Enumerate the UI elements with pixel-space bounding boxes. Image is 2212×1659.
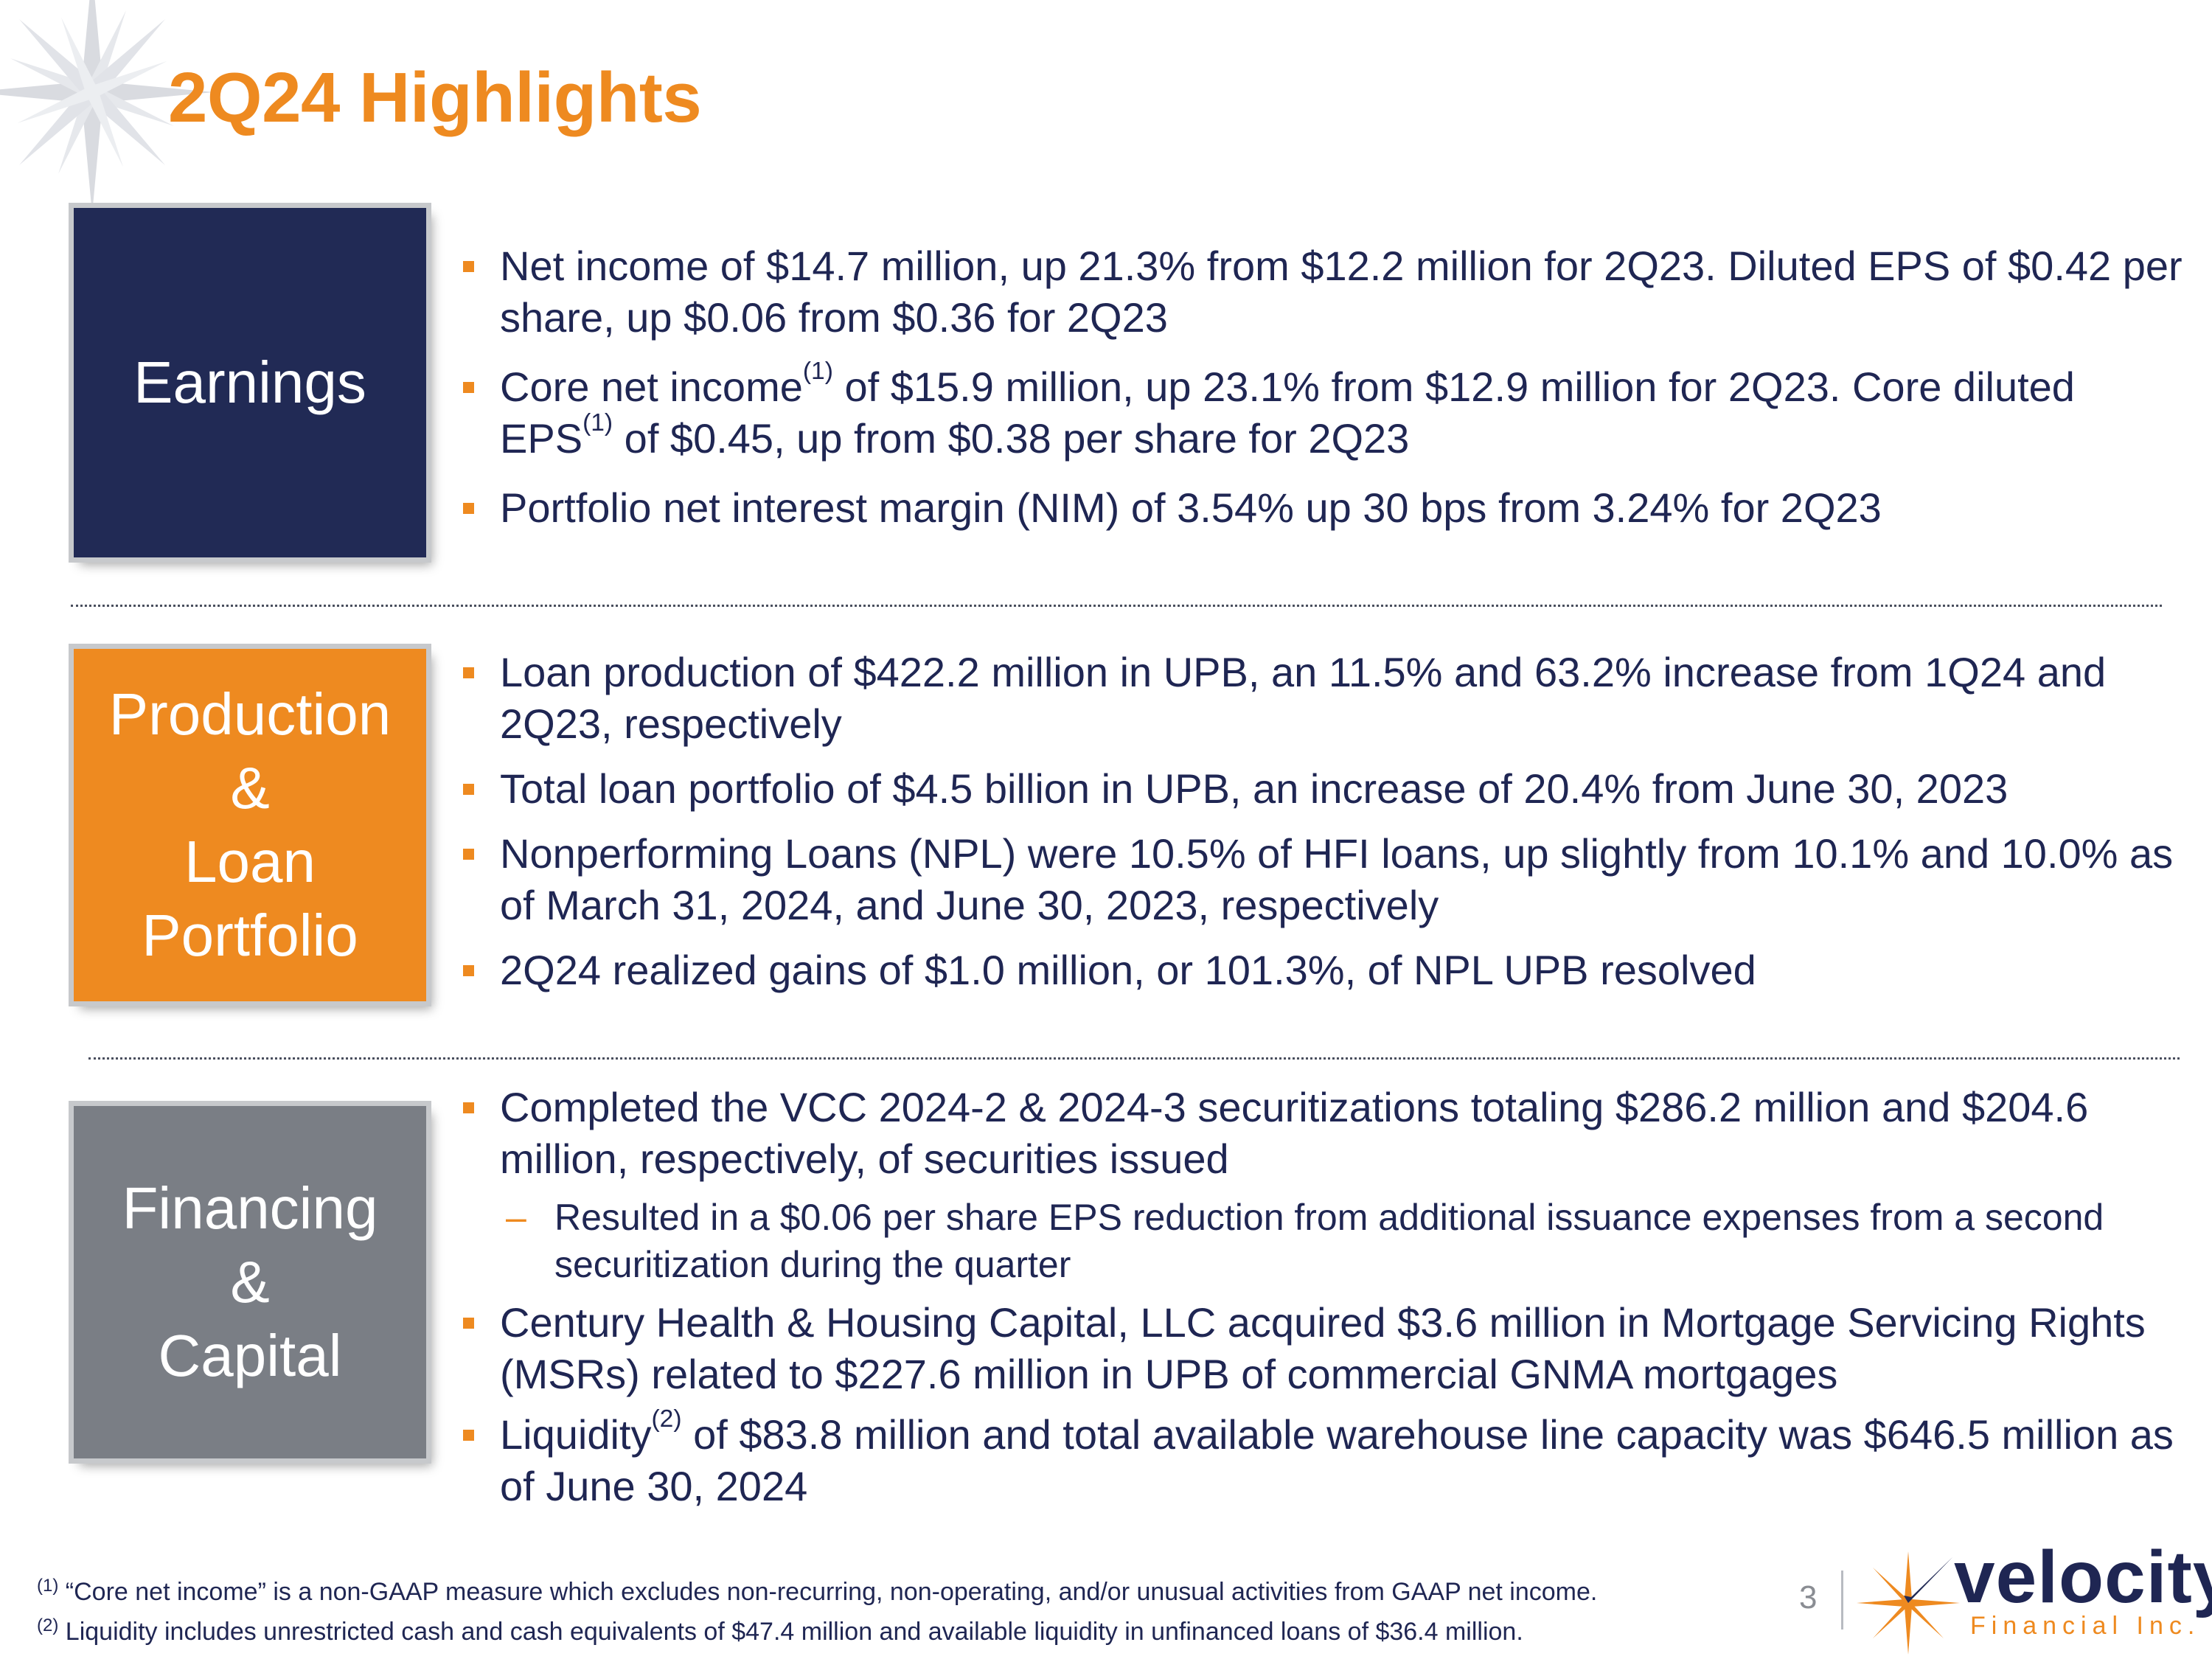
section-divider bbox=[71, 605, 2162, 607]
section-label-line: Production bbox=[108, 681, 392, 747]
list-item: Century Health & Housing Capital, LLC ac… bbox=[460, 1297, 2197, 1400]
list-item: Nonperforming Loans (NPL) were 10.5% of … bbox=[460, 828, 2197, 931]
page-number: 3 bbox=[1799, 1579, 1818, 1615]
logo-wordmark: velocity bbox=[1954, 1536, 2212, 1618]
velocity-star-icon bbox=[1857, 1551, 1960, 1655]
earnings-bullet-list: Net income of $14.7 million, up 21.3% fr… bbox=[460, 240, 2197, 534]
footnote-ref: (1) bbox=[582, 408, 613, 437]
financing-label-box: Financing & Capital bbox=[74, 1106, 426, 1458]
section-label-line: Loan bbox=[184, 829, 316, 894]
list-item: Core net income(1) of $15.9 million, up … bbox=[460, 357, 2197, 465]
section-label-line: & bbox=[230, 1249, 270, 1315]
dash-marker: – bbox=[506, 1197, 526, 1238]
section-label-line: Earnings bbox=[133, 349, 366, 415]
list-item: Completed the VCC 2024-2 & 2024-3 securi… bbox=[460, 1082, 2197, 1185]
footnote-ref: (2) bbox=[651, 1405, 682, 1433]
section-label-line: Capital bbox=[158, 1323, 342, 1388]
section-label-line: Financing bbox=[122, 1175, 378, 1241]
logo-tagline: Financial Inc. bbox=[1970, 1612, 2201, 1640]
earnings-label-box: Earnings bbox=[74, 208, 426, 557]
section-label-line: & bbox=[230, 755, 270, 821]
footnote: (1) “Core net income” is a non-GAAP meas… bbox=[37, 1576, 1598, 1607]
list-item: Liquidity(2) of $83.8 million and total … bbox=[460, 1406, 2197, 1512]
production-label-box: Production & Loan Portfolio bbox=[74, 649, 426, 1001]
footnotes: (1) “Core net income” is a non-GAAP meas… bbox=[37, 1572, 1597, 1652]
footnote: (2) Liquidity includes unrestricted cash… bbox=[37, 1615, 1523, 1646]
compass-star-icon bbox=[0, 0, 214, 214]
list-item: Loan production of $422.2 million in UPB… bbox=[460, 647, 2197, 750]
section-divider bbox=[88, 1057, 2180, 1060]
financing-bullet-list: Completed the VCC 2024-2 & 2024-3 securi… bbox=[460, 1082, 2197, 1512]
list-item: Total loan portfolio of $4.5 billion in … bbox=[460, 763, 2197, 815]
sub-list-item: – Resulted in a $0.06 per share EPS reduc… bbox=[460, 1194, 2197, 1288]
section-label-line: Portfolio bbox=[142, 902, 358, 968]
slide-title: 2Q24 Highlights bbox=[168, 58, 702, 137]
list-item: 2Q24 realized gains of $1.0 million, or … bbox=[460, 945, 2197, 996]
list-item: Net income of $14.7 million, up 21.3% fr… bbox=[460, 240, 2197, 344]
list-item: Portfolio net interest margin (NIM) of 3… bbox=[460, 482, 2197, 534]
production-bullet-list: Loan production of $422.2 million in UPB… bbox=[460, 647, 2197, 996]
footnote-ref: (1) bbox=[802, 357, 833, 385]
logo-separator bbox=[1841, 1571, 1843, 1630]
